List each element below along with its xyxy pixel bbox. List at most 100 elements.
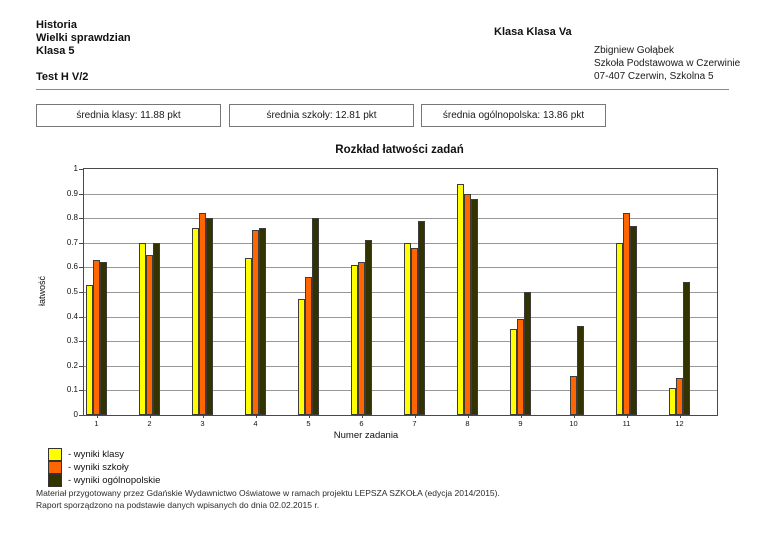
bar-wyniki-szkoły bbox=[570, 376, 577, 415]
header-divider bbox=[36, 89, 729, 90]
footer-line-1: Materiał przygotowany przez Gdańskie Wyd… bbox=[36, 488, 500, 498]
bar-wyniki-szkoły bbox=[517, 319, 524, 415]
chart-title: Rozkład łatwości zadań bbox=[335, 144, 464, 156]
y-axis-tick bbox=[79, 415, 84, 416]
bar-wyniki-klasy bbox=[351, 265, 358, 415]
y-axis-tick bbox=[79, 366, 84, 367]
bar-cluster bbox=[404, 169, 426, 415]
bar-wyniki-klasy bbox=[669, 388, 676, 415]
test-id: Test H V/2 bbox=[36, 71, 89, 83]
bar-wyniki-ogólnopolskie bbox=[471, 199, 478, 415]
y-gridline bbox=[84, 292, 717, 293]
school-average-text: średnia szkoły: 12.81 pkt bbox=[266, 110, 377, 121]
y-gridline bbox=[84, 243, 717, 244]
x-axis-tick-label: 10 bbox=[569, 419, 578, 428]
y-axis-tick bbox=[79, 292, 84, 293]
y-axis-tick-label: 0.6 bbox=[66, 262, 78, 271]
y-axis-tick bbox=[79, 341, 84, 342]
y-gridline bbox=[84, 341, 717, 342]
bar-cluster bbox=[457, 169, 479, 415]
national-average-text: średnia ogólnopolska: 13.86 pkt bbox=[442, 110, 585, 121]
y-axis-tick-label: 0.1 bbox=[66, 385, 78, 394]
bar-wyniki-ogólnopolskie bbox=[100, 262, 107, 415]
bar-wyniki-ogólnopolskie bbox=[630, 226, 637, 415]
legend-row: - wyniki ogólnopolskie bbox=[48, 474, 160, 487]
legend-row: - wyniki klasy bbox=[48, 448, 160, 461]
bar-cluster bbox=[86, 169, 108, 415]
y-axis-tick bbox=[79, 169, 84, 170]
y-gridline bbox=[84, 317, 717, 318]
y-axis-tick-label: 0.5 bbox=[66, 287, 78, 296]
x-axis-tick bbox=[203, 415, 204, 418]
y-axis-tick bbox=[79, 218, 84, 219]
legend-swatch-wyniki-klasy bbox=[48, 448, 62, 461]
legend-swatch-wyniki-szkoły bbox=[48, 461, 62, 474]
bar-wyniki-klasy bbox=[298, 299, 305, 415]
legend-row: - wyniki szkoły bbox=[48, 461, 160, 474]
y-axis-tick-label: 0.2 bbox=[66, 361, 78, 370]
x-axis-tick-label: 2 bbox=[147, 419, 152, 428]
bar-wyniki-klasy bbox=[139, 243, 146, 415]
footer-block: Materiał przygotowany przez Gdańskie Wyd… bbox=[36, 488, 500, 511]
bar-wyniki-klasy bbox=[510, 329, 517, 415]
legend-swatch-wyniki-ogólnopolskie bbox=[48, 474, 62, 487]
y-axis-tick-label: 0 bbox=[73, 410, 78, 419]
bar-wyniki-szkoły bbox=[411, 248, 418, 415]
bar-cluster bbox=[616, 169, 638, 415]
header-right-block: Zbigniew Gołąbek Szkoła Podstawowa w Cze… bbox=[594, 44, 740, 83]
bar-wyniki-klasy bbox=[616, 243, 623, 415]
x-axis-tick bbox=[415, 415, 416, 418]
bar-cluster bbox=[192, 169, 214, 415]
class-average-box: średnia klasy: 11.88 pkt bbox=[36, 104, 221, 127]
bar-cluster bbox=[669, 169, 691, 415]
bar-wyniki-klasy bbox=[86, 285, 93, 415]
bar-cluster bbox=[563, 169, 585, 415]
y-gridline bbox=[84, 390, 717, 391]
x-axis-tick-label: 6 bbox=[359, 419, 364, 428]
subject-title: Historia bbox=[36, 19, 77, 31]
x-axis-tick bbox=[97, 415, 98, 418]
bar-wyniki-ogólnopolskie bbox=[206, 218, 213, 415]
x-axis-tick bbox=[680, 415, 681, 418]
y-axis-label: łatwość bbox=[37, 275, 47, 307]
x-axis-tick-label: 5 bbox=[306, 419, 311, 428]
y-axis-tick bbox=[79, 317, 84, 318]
bar-wyniki-ogólnopolskie bbox=[418, 221, 425, 415]
bar-wyniki-klasy bbox=[404, 243, 411, 415]
x-axis-label: Numer zadania bbox=[333, 430, 399, 441]
bar-cluster bbox=[139, 169, 161, 415]
y-gridline bbox=[84, 366, 717, 367]
y-axis-tick-label: 0.9 bbox=[66, 189, 78, 198]
bar-cluster bbox=[351, 169, 373, 415]
bar-wyniki-szkoły bbox=[93, 260, 100, 415]
x-axis-tick bbox=[150, 415, 151, 418]
national-average-box: średnia ogólnopolska: 13.86 pkt bbox=[421, 104, 606, 127]
bar-wyniki-klasy bbox=[245, 258, 252, 415]
y-gridline bbox=[84, 218, 717, 219]
class-average-text: średnia klasy: 11.88 pkt bbox=[76, 110, 181, 121]
legend-label: - wyniki ogólnopolskie bbox=[68, 475, 161, 486]
x-axis-tick-label: 9 bbox=[518, 419, 523, 428]
bar-wyniki-szkoły bbox=[146, 255, 153, 415]
x-axis-tick-label: 4 bbox=[253, 419, 258, 428]
x-axis-tick bbox=[362, 415, 363, 418]
bar-cluster bbox=[510, 169, 532, 415]
bar-wyniki-szkoły bbox=[623, 213, 630, 415]
bar-cluster bbox=[245, 169, 267, 415]
x-axis-tick bbox=[574, 415, 575, 418]
bar-wyniki-ogólnopolskie bbox=[577, 326, 584, 415]
bar-wyniki-szkoły bbox=[252, 230, 259, 415]
bar-cluster bbox=[298, 169, 320, 415]
legend-label: - wyniki klasy bbox=[68, 449, 124, 460]
legend-label: - wyniki szkoły bbox=[68, 462, 129, 473]
x-axis-tick-label: 7 bbox=[412, 419, 417, 428]
bar-wyniki-szkoły bbox=[464, 194, 471, 415]
bar-chart-plot-area: 0 0.1 0.2 0.3 0.4 0.5 0.6 0.7 0.8 0.9 1 1 2 3 4 5 6 7 8 9 10… bbox=[67, 164, 718, 428]
y-axis-tick-label: 0.3 bbox=[66, 336, 78, 345]
x-axis-tick bbox=[627, 415, 628, 418]
school-average-box: średnia szkoły: 12.81 pkt bbox=[229, 104, 414, 127]
grade-title: Klasa 5 bbox=[36, 45, 75, 57]
bar-wyniki-klasy bbox=[192, 228, 199, 415]
bar-wyniki-klasy bbox=[457, 184, 464, 415]
teacher-name: Zbigniew Gołąbek bbox=[594, 45, 675, 56]
